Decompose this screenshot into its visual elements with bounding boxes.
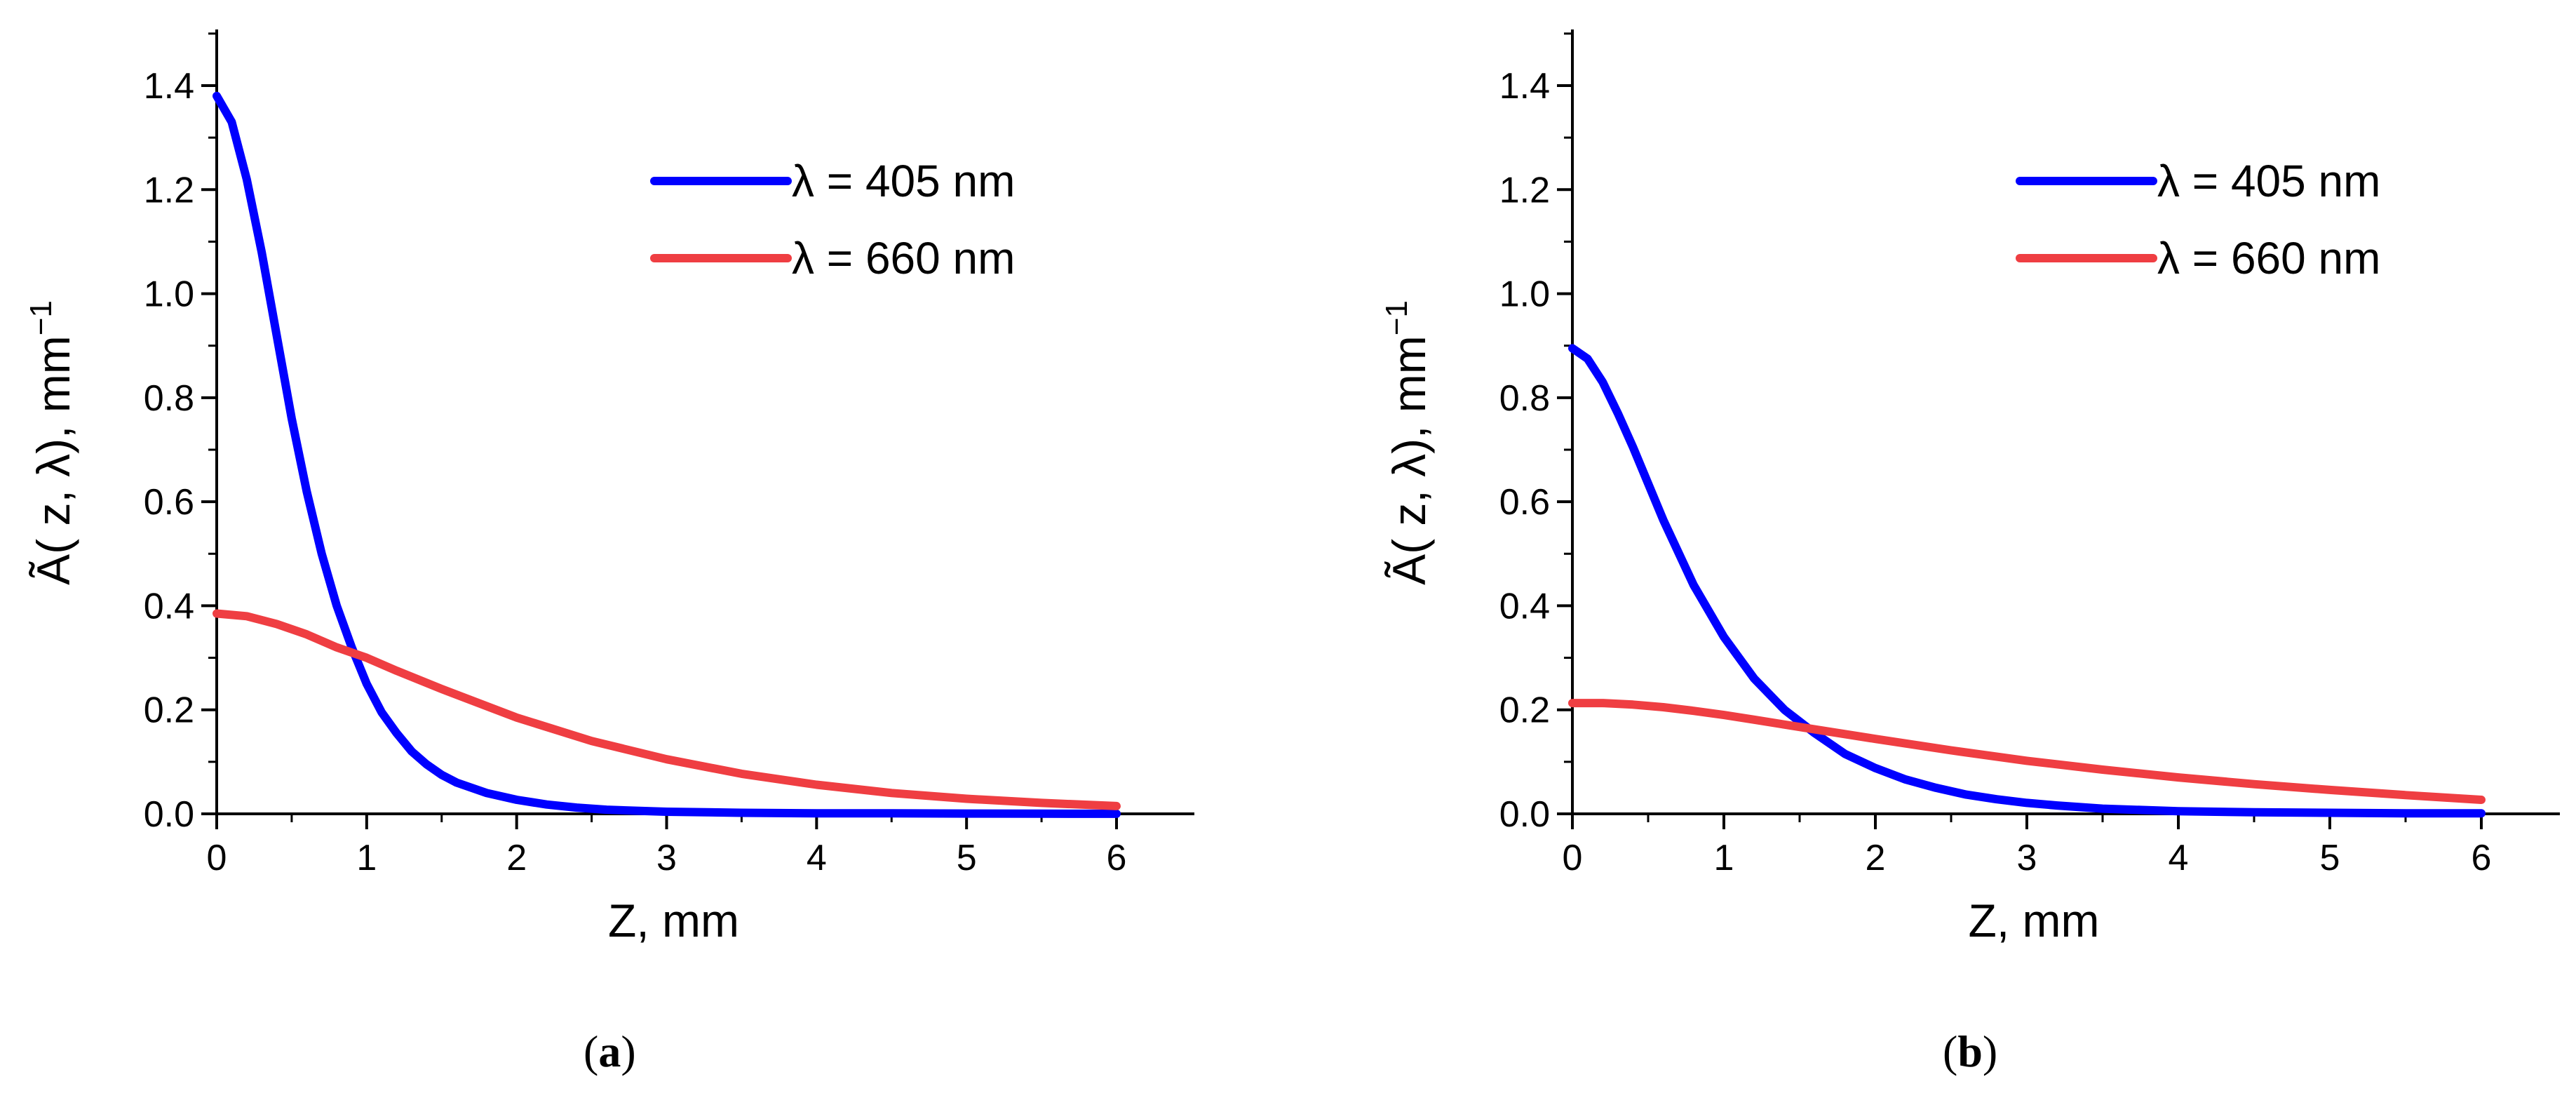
y-tick-label-b: 0.2 [1499, 690, 1550, 731]
caption-a: (a) [584, 1026, 636, 1076]
y-tick-label-a: 0.0 [144, 794, 194, 835]
y-tick-label-b: 0.8 [1499, 378, 1550, 419]
y-axis-title-a: Ã( z, λ), mm−1 [24, 300, 79, 585]
series-line-a-405 [213, 91, 1121, 818]
caption-b: (b) [1943, 1026, 1998, 1076]
legend-b: λ = 405 nm λ = 660 nm [2016, 156, 2380, 283]
chart-panel-a: 0 1 2 3 4 5 6 0.0 0.2 0.4 0.6 0.8 1.0 1.2 1.4 Z, mm Ã(… [24, 29, 1194, 946]
y-tick-label-a: 0.8 [144, 378, 194, 419]
y-tick-label-b: 1.0 [1499, 274, 1550, 315]
x-tick-label-a: 6 [1107, 838, 1127, 878]
x-tick-label-b: 3 [2017, 838, 2037, 878]
y-tick-label-a: 1.2 [144, 170, 194, 210]
chart-panel-b: 0 1 2 3 4 5 6 0.0 0.2 0.4 0.6 0.8 1.0 1.2 1.4 Z, mm Ã(… [1380, 29, 2560, 946]
y-tick-label-b: 0.6 [1499, 482, 1550, 523]
series-layer-a [213, 91, 1121, 818]
y-tick-label-b: 1.4 [1499, 66, 1550, 107]
x-tick-label-a: 3 [656, 838, 677, 878]
series-layer-b [1568, 344, 2486, 818]
y-axis-title-sup-a: −1 [24, 300, 58, 335]
x-tick-label-b: 2 [1866, 838, 1886, 878]
y-axis-title-base-b: Ã( z, λ), mm [1383, 335, 1435, 585]
x-tick-label-b: 0 [1563, 838, 1583, 878]
caption-letter-b: b [1957, 1026, 1983, 1076]
legend-label-a-405: λ = 405 nm [792, 156, 1015, 206]
y-tick-label-a: 0.6 [144, 482, 194, 523]
x-tick-label-b: 1 [1714, 838, 1734, 878]
y-axis-title-sup-b: −1 [1380, 300, 1414, 335]
x-tick-label-b: 6 [2472, 838, 2492, 878]
y-tick-label-a: 1.4 [144, 66, 194, 107]
y-tick-label-b: 0.4 [1499, 586, 1550, 627]
x-tick-label-a: 4 [807, 838, 827, 878]
series-line-a-660 [213, 609, 1121, 810]
y-axis-title-b: Ã( z, λ), mm−1 [1380, 300, 1435, 585]
x-tick-label-a: 5 [957, 838, 977, 878]
x-tick-label-a: 0 [207, 838, 227, 878]
x-axis-title-a: Z, mm [608, 895, 739, 946]
legend-label-b-405: λ = 405 nm [2157, 156, 2380, 206]
legend-a: λ = 405 nm λ = 660 nm [650, 156, 1015, 283]
x-tick-label-a: 1 [356, 838, 377, 878]
x-tick-label-b: 4 [2169, 838, 2189, 878]
y-axis-title-base-a: Ã( z, λ), mm [27, 335, 79, 585]
x-tick-label-a: 2 [506, 838, 527, 878]
x-tick-label-b: 5 [2320, 838, 2340, 878]
legend-label-b-660: λ = 660 nm [2157, 233, 2380, 283]
y-tick-label-b: 1.2 [1499, 170, 1550, 210]
x-axis-title-b: Z, mm [1969, 895, 2100, 946]
series-line-b-660 [1568, 699, 2486, 804]
series-line-b-405 [1568, 344, 2486, 818]
y-tick-label-a: 0.2 [144, 690, 194, 731]
caption-letter-a: a [598, 1026, 621, 1076]
legend-label-a-660: λ = 660 nm [792, 233, 1015, 283]
y-tick-label-b: 0.0 [1499, 794, 1550, 835]
y-tick-label-a: 0.4 [144, 586, 194, 627]
axes-frame-a: 0 1 2 3 4 5 6 0.0 0.2 0.4 0.6 0.8 1.0 1.2 1.4 [144, 29, 1194, 878]
axes-frame-b: 0 1 2 3 4 5 6 0.0 0.2 0.4 0.6 0.8 1.0 1.2 1.4 [1499, 29, 2560, 878]
y-tick-label-a: 1.0 [144, 274, 194, 315]
